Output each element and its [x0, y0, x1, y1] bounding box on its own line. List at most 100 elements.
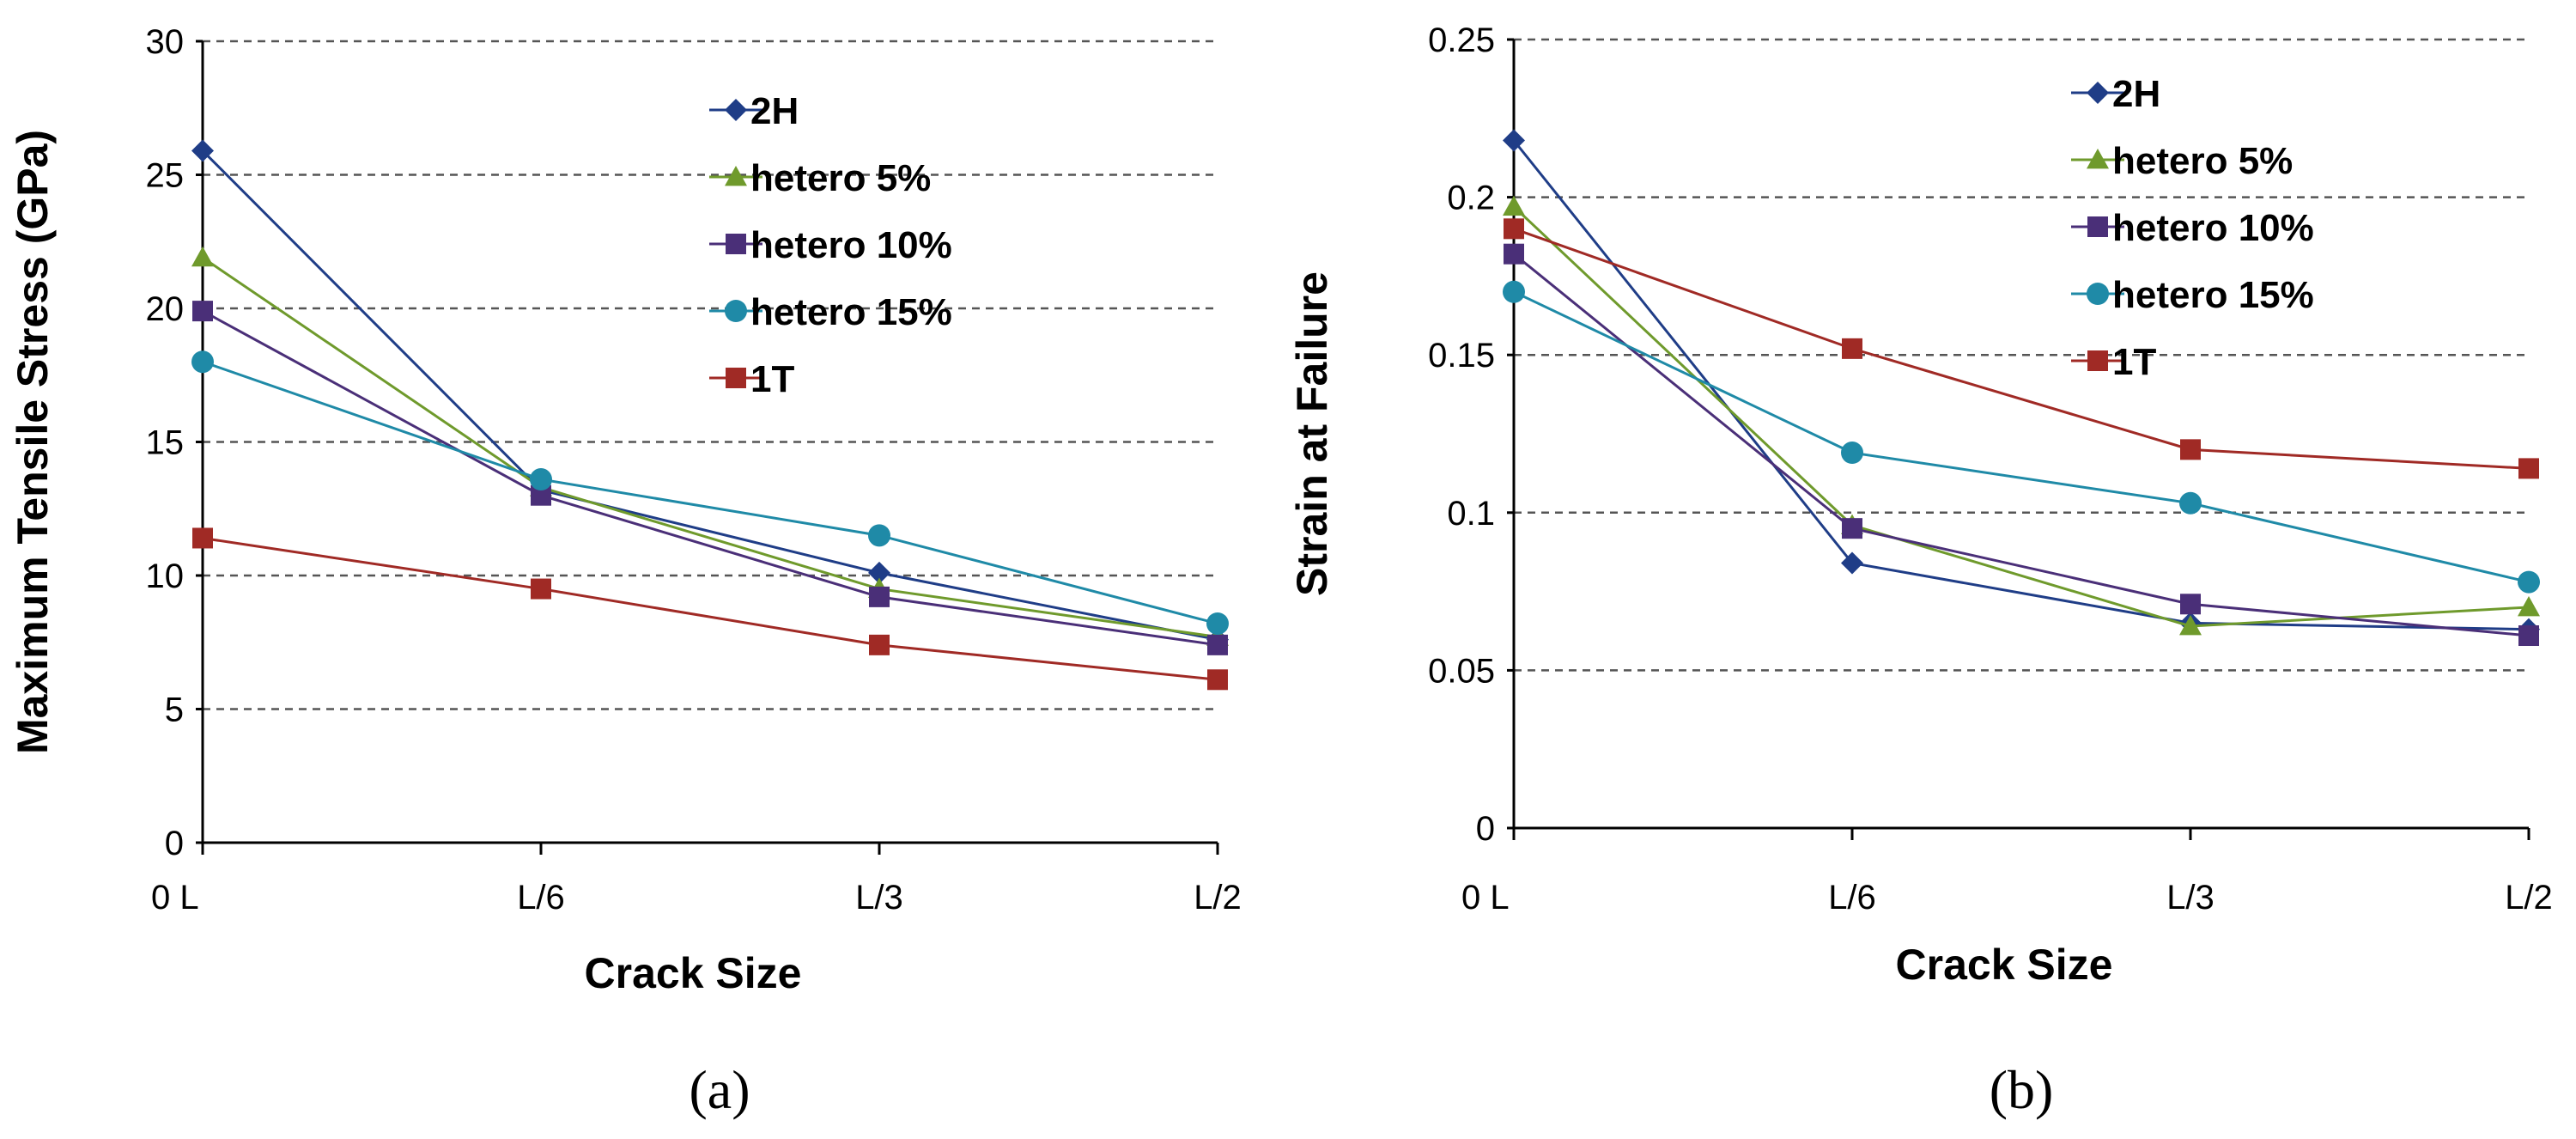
panel-caption: (b)	[1990, 1059, 2054, 1120]
legend-swatch-marker	[725, 99, 747, 121]
series-hetero-10-	[192, 301, 1228, 655]
legend-item: hetero 10%	[709, 224, 952, 266]
legend-label: 1T	[2112, 341, 2156, 383]
data-point	[2518, 595, 2540, 617]
legend-item: hetero 10%	[2071, 207, 2314, 249]
data-point	[1842, 518, 1862, 539]
legend-label: 2H	[750, 90, 799, 132]
x-tick-label: L/3	[855, 879, 903, 917]
y-tick-label: 0.15	[1428, 337, 1495, 375]
series-hetero-15-	[191, 350, 1229, 635]
series-2h	[191, 139, 1229, 651]
legend-swatch-marker	[725, 166, 747, 186]
panel-caption: (a)	[689, 1059, 750, 1120]
legend: 2H hetero 5% hetero 10% hetero 15% 1T	[709, 90, 952, 400]
data-point	[1504, 243, 1524, 265]
y-tick-label: 30	[146, 23, 185, 61]
data-point	[1842, 338, 1862, 359]
series-line	[202, 256, 1218, 639]
series-line	[201, 149, 1218, 642]
series-line	[202, 309, 1218, 647]
data-point	[1206, 612, 1229, 635]
data-point	[869, 634, 890, 655]
series-2h	[1503, 129, 2540, 641]
data-point	[2518, 570, 2540, 594]
data-point	[531, 578, 551, 600]
data-point	[2180, 439, 2201, 460]
data-point	[2179, 491, 2202, 515]
legend-label: hetero 10%	[2112, 207, 2314, 249]
legend-label: 1T	[750, 358, 794, 400]
legend-swatch-marker	[2087, 350, 2108, 371]
y-tick-label: 15	[146, 424, 185, 462]
x-tick-label: 0 L	[151, 879, 199, 917]
y-tick-label: 0.25	[1428, 21, 1495, 59]
y-tick-label: 0	[165, 825, 184, 862]
legend-label: hetero 10%	[750, 224, 952, 266]
y-tick-label: 0.1	[1447, 495, 1495, 533]
series-hetero-5-	[1503, 195, 2540, 636]
data-point	[869, 586, 890, 607]
data-point	[868, 561, 890, 584]
legend-label: hetero 5%	[750, 157, 931, 199]
y-axis-title: Strain at Failure	[1288, 271, 1336, 596]
data-point	[192, 527, 213, 549]
data-point	[1841, 551, 1863, 575]
data-point	[191, 350, 214, 374]
legend-label: hetero 15%	[2112, 274, 2314, 316]
legend-item: 2H	[2071, 73, 2160, 115]
legend-swatch-marker	[725, 300, 747, 322]
legend-item: hetero 5%	[2071, 140, 2293, 182]
legend: 2H hetero 5% hetero 10% hetero 15% 1T	[2071, 73, 2314, 383]
legend-label: 2H	[2112, 73, 2160, 115]
series-line	[1512, 139, 2530, 631]
legend-swatch-marker	[726, 234, 746, 254]
x-tick-label: L/6	[517, 879, 565, 917]
data-point	[530, 468, 552, 491]
legend-swatch-marker	[2087, 82, 2109, 104]
data-point	[1503, 129, 1525, 152]
y-tick-label: 0.2	[1447, 180, 1495, 217]
y-tick-label: 5	[165, 691, 184, 729]
data-point	[1503, 195, 1525, 216]
legend-item: 2H	[709, 90, 799, 132]
data-point	[2518, 625, 2539, 647]
series-line	[1513, 253, 2530, 637]
series-1t	[192, 527, 1228, 691]
data-point	[1504, 218, 1524, 240]
legend-label: hetero 5%	[2112, 140, 2293, 182]
series-line	[202, 536, 1218, 681]
x-tick-label: L/3	[2166, 879, 2215, 917]
x-axis-title: Crack Size	[585, 949, 802, 997]
chart-panel-a: 0 5 10 15 20 25 30 0 L L/6 L/3 L/2 2H hetero 5% heter…	[9, 23, 1242, 1120]
data-point	[191, 139, 214, 162]
data-point	[191, 246, 214, 267]
y-tick-label: 25	[146, 157, 185, 195]
series-1t	[1504, 218, 2539, 479]
data-point	[1841, 442, 1863, 465]
series-line	[202, 360, 1218, 625]
legend-item: hetero 15%	[2071, 274, 2314, 316]
x-tick-label: 0 L	[1461, 879, 1510, 917]
x-tick-label: L/2	[1194, 879, 1242, 917]
x-tick-label: L/2	[2505, 879, 2553, 917]
series-line	[1512, 205, 2530, 628]
series-hetero-15-	[1503, 280, 2540, 594]
x-tick-label: L/6	[1828, 879, 1876, 917]
series-hetero-10-	[1504, 243, 2539, 647]
legend-swatch-marker	[2087, 216, 2108, 237]
legend-item: hetero 5%	[709, 157, 931, 199]
data-point	[192, 301, 213, 322]
data-point	[2179, 614, 2202, 636]
legend-swatch-marker	[726, 368, 746, 388]
y-tick-label: 10	[146, 557, 185, 595]
y-tick-label: 0	[1476, 810, 1495, 848]
data-point	[2518, 458, 2539, 479]
legend-label: hetero 15%	[750, 291, 952, 333]
legend-swatch-marker	[2087, 283, 2109, 305]
y-axis-title: Maximum Tensile Stress (GPa)	[9, 130, 57, 754]
data-point	[1207, 669, 1228, 691]
data-point	[2180, 594, 2201, 615]
legend-item: hetero 15%	[709, 291, 952, 333]
